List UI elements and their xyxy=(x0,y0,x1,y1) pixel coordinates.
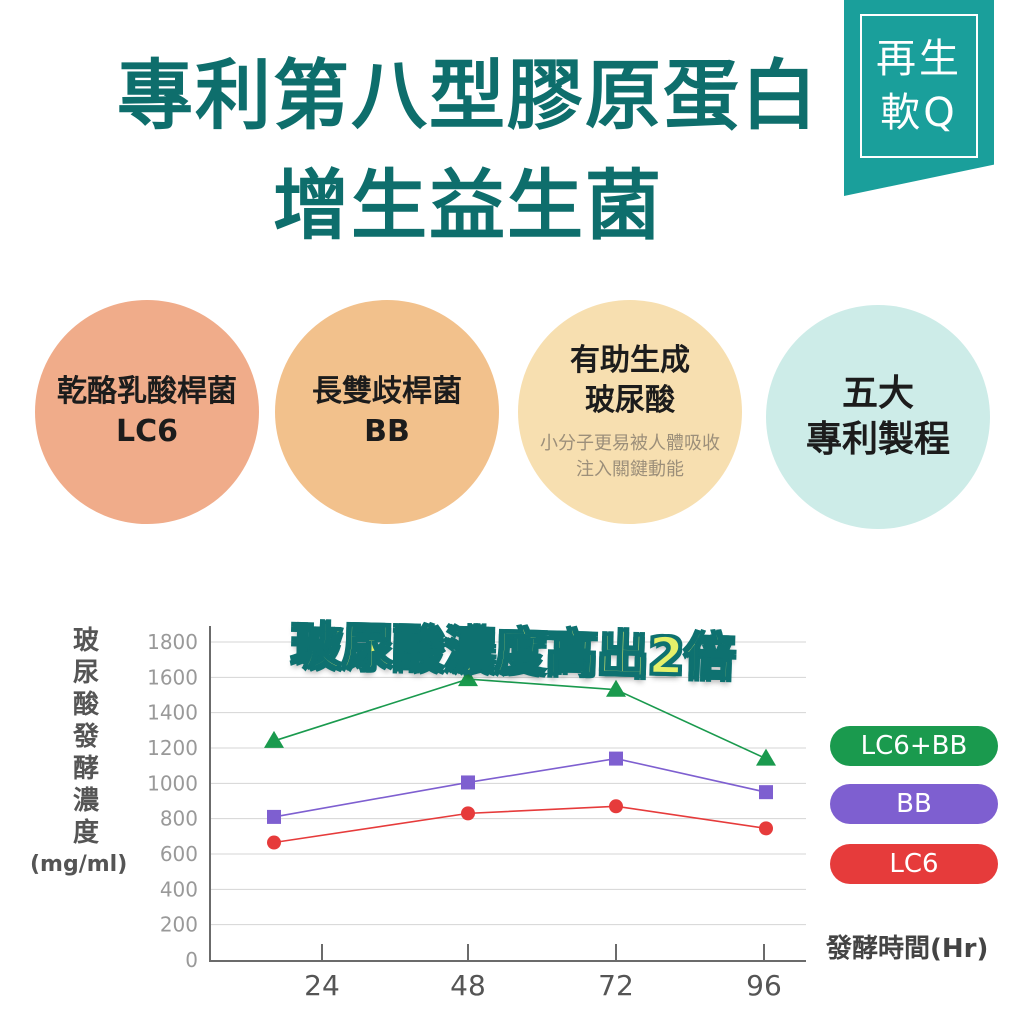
data-point xyxy=(759,785,773,800)
data-point xyxy=(267,809,281,824)
badge-line1: 再生 xyxy=(876,36,962,82)
series-line xyxy=(273,678,767,760)
y-tick-label: 1400 xyxy=(147,701,198,725)
feature-line1: 長雙歧桿菌 xyxy=(312,374,462,409)
series-line xyxy=(273,757,767,818)
feature-circle-bb: 長雙歧桿菌 BB xyxy=(275,300,499,524)
data-point xyxy=(267,835,281,850)
feature-line1: 有助生成 xyxy=(570,343,690,378)
feature-subline2: 注入關鍵動能 xyxy=(576,459,684,480)
feature-text: 五大 專利製程 xyxy=(806,371,950,463)
badge-line2: 軟Q xyxy=(880,90,958,136)
x-tick-label: 24 xyxy=(304,969,340,1002)
y-tick-label: 0 xyxy=(185,948,198,972)
y-tick-label: 800 xyxy=(160,807,198,831)
feature-line1: 五大 xyxy=(841,373,914,414)
y-axis-label: 玻尿酸發酵濃度 xyxy=(72,626,99,848)
y-axis-unit: (mg/ml) xyxy=(30,852,128,877)
feature-text: 有助生成 玻尿酸 xyxy=(570,341,690,421)
feature-line2: 玻尿酸 xyxy=(585,383,675,418)
data-point xyxy=(609,751,623,766)
feature-circle-patents: 五大 專利製程 xyxy=(766,305,990,529)
product-badge: 再生 軟Q xyxy=(844,0,994,196)
data-point xyxy=(759,821,773,836)
feature-line2: 專利製程 xyxy=(805,419,950,460)
feature-subtext: 小分子更易被人體吸收 注入關鍵動能 xyxy=(540,431,720,483)
data-point xyxy=(606,679,626,697)
data-point xyxy=(461,775,475,790)
x-tick-label: 72 xyxy=(598,969,634,1002)
x-tick-label: 96 xyxy=(746,969,782,1002)
feature-line1: 乾酪乳酸桿菌 xyxy=(57,374,237,409)
page-title-line1: 專利第八型膠原蛋白 xyxy=(117,51,819,140)
series-line xyxy=(273,805,767,844)
y-tick-label: 200 xyxy=(160,913,198,937)
chart-headline: 玻尿酸濃度高出2倍 xyxy=(290,616,737,688)
y-tick-label: 400 xyxy=(160,877,198,901)
x-axis-label: 發酵時間(Hr) xyxy=(826,934,989,964)
feature-text: 乾酪乳酸桿菌 LC6 xyxy=(57,372,237,452)
legend-item-lc6: LC6 xyxy=(830,844,998,884)
y-tick-label: 1800 xyxy=(147,630,198,654)
data-point xyxy=(461,806,475,821)
feature-text: 長雙歧桿菌 BB xyxy=(312,372,462,452)
feature-circle-hyaluronic: 有助生成 玻尿酸 小分子更易被人體吸收 注入關鍵動能 xyxy=(518,300,742,524)
y-tick-label: 1000 xyxy=(147,771,198,795)
legend-item-lc6-bb: LC6+BB xyxy=(830,726,998,766)
badge-frame: 再生 軟Q xyxy=(860,14,978,158)
data-point xyxy=(264,730,284,748)
feature-subline1: 小分子更易被人體吸收 xyxy=(540,433,720,454)
y-tick-label: 1600 xyxy=(147,665,198,689)
y-tick-label: 1200 xyxy=(147,736,198,760)
feature-circle-lc6: 乾酪乳酸桿菌 LC6 xyxy=(35,300,259,524)
data-point xyxy=(609,799,623,814)
data-point xyxy=(458,669,478,687)
x-tick-label: 48 xyxy=(450,969,486,1002)
page-title-line2: 增生益生菌 xyxy=(273,161,663,250)
y-tick-label: 600 xyxy=(160,842,198,866)
legend-item-bb: BB xyxy=(830,784,998,824)
feature-line2: BB xyxy=(364,414,410,449)
feature-line2: LC6 xyxy=(115,414,178,449)
data-point xyxy=(756,748,776,766)
